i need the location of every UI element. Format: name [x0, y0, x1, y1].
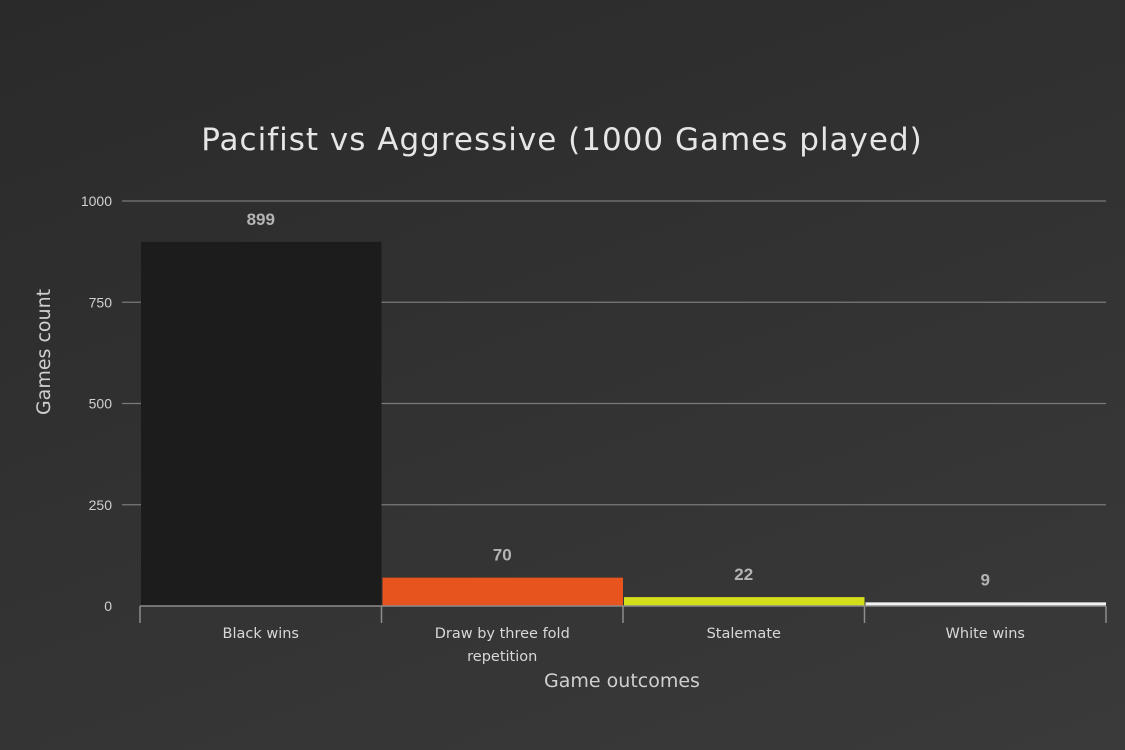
bar [382, 577, 623, 606]
data-label: 22 [734, 565, 753, 584]
bar [865, 602, 1106, 606]
x-tick-label: Stalemate [707, 626, 781, 642]
data-label: 70 [493, 546, 512, 565]
x-tick-label: White wins [946, 626, 1025, 642]
y-tick-label: 500 [89, 396, 113, 412]
y-tick-label: 1000 [81, 193, 112, 209]
y-axis-label: Games count [33, 289, 55, 415]
x-axis [139, 605, 1107, 623]
x-axis-label: Game outcomes [544, 670, 700, 692]
x-tick-labels: Black wins Draw by three fold repetition St… [223, 626, 1025, 665]
bar [141, 241, 382, 606]
bar [624, 597, 865, 606]
data-labels: 899 70 22 9 [247, 210, 990, 589]
x-tick-label: Black wins [223, 626, 299, 642]
data-label: 899 [247, 210, 275, 229]
bars [141, 241, 1106, 606]
data-label: 9 [981, 570, 990, 589]
y-tick-label: 250 [89, 497, 113, 513]
x-tick-label: Draw by three fold repetition [435, 626, 570, 665]
y-tick-labels: 0 250 500 750 1000 [81, 193, 112, 614]
y-tick-label: 0 [104, 598, 112, 614]
chart-title: Pacifist vs Aggressive (1000 Games playe… [201, 122, 923, 158]
y-tick-label: 750 [89, 294, 113, 310]
